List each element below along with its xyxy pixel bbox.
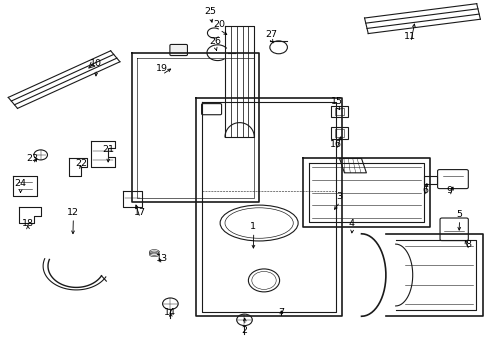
Text: 12: 12 — [67, 208, 79, 217]
Text: 13: 13 — [155, 255, 167, 264]
Text: 10: 10 — [90, 59, 102, 68]
Text: 11: 11 — [404, 32, 415, 41]
Text: 15: 15 — [330, 96, 343, 105]
Text: 27: 27 — [265, 30, 277, 39]
Text: 20: 20 — [213, 19, 224, 28]
Text: 3: 3 — [336, 192, 342, 201]
Text: 19: 19 — [155, 64, 167, 73]
Text: 21: 21 — [102, 145, 114, 154]
Text: 23: 23 — [26, 154, 39, 163]
Text: 17: 17 — [133, 208, 145, 217]
Text: 25: 25 — [204, 7, 216, 16]
Text: 14: 14 — [164, 308, 176, 317]
Text: 16: 16 — [329, 140, 342, 149]
Text: 24: 24 — [14, 179, 26, 188]
Text: 18: 18 — [21, 219, 34, 228]
Text: 22: 22 — [75, 159, 87, 168]
Text: 7: 7 — [278, 308, 284, 317]
Text: 2: 2 — [241, 326, 247, 335]
Text: 26: 26 — [209, 37, 221, 46]
Text: 9: 9 — [446, 186, 451, 195]
Text: 8: 8 — [465, 240, 471, 249]
Text: 4: 4 — [348, 219, 354, 228]
Text: 6: 6 — [421, 186, 427, 195]
Text: 5: 5 — [455, 210, 461, 219]
FancyBboxPatch shape — [169, 44, 187, 55]
Text: 1: 1 — [250, 222, 256, 231]
